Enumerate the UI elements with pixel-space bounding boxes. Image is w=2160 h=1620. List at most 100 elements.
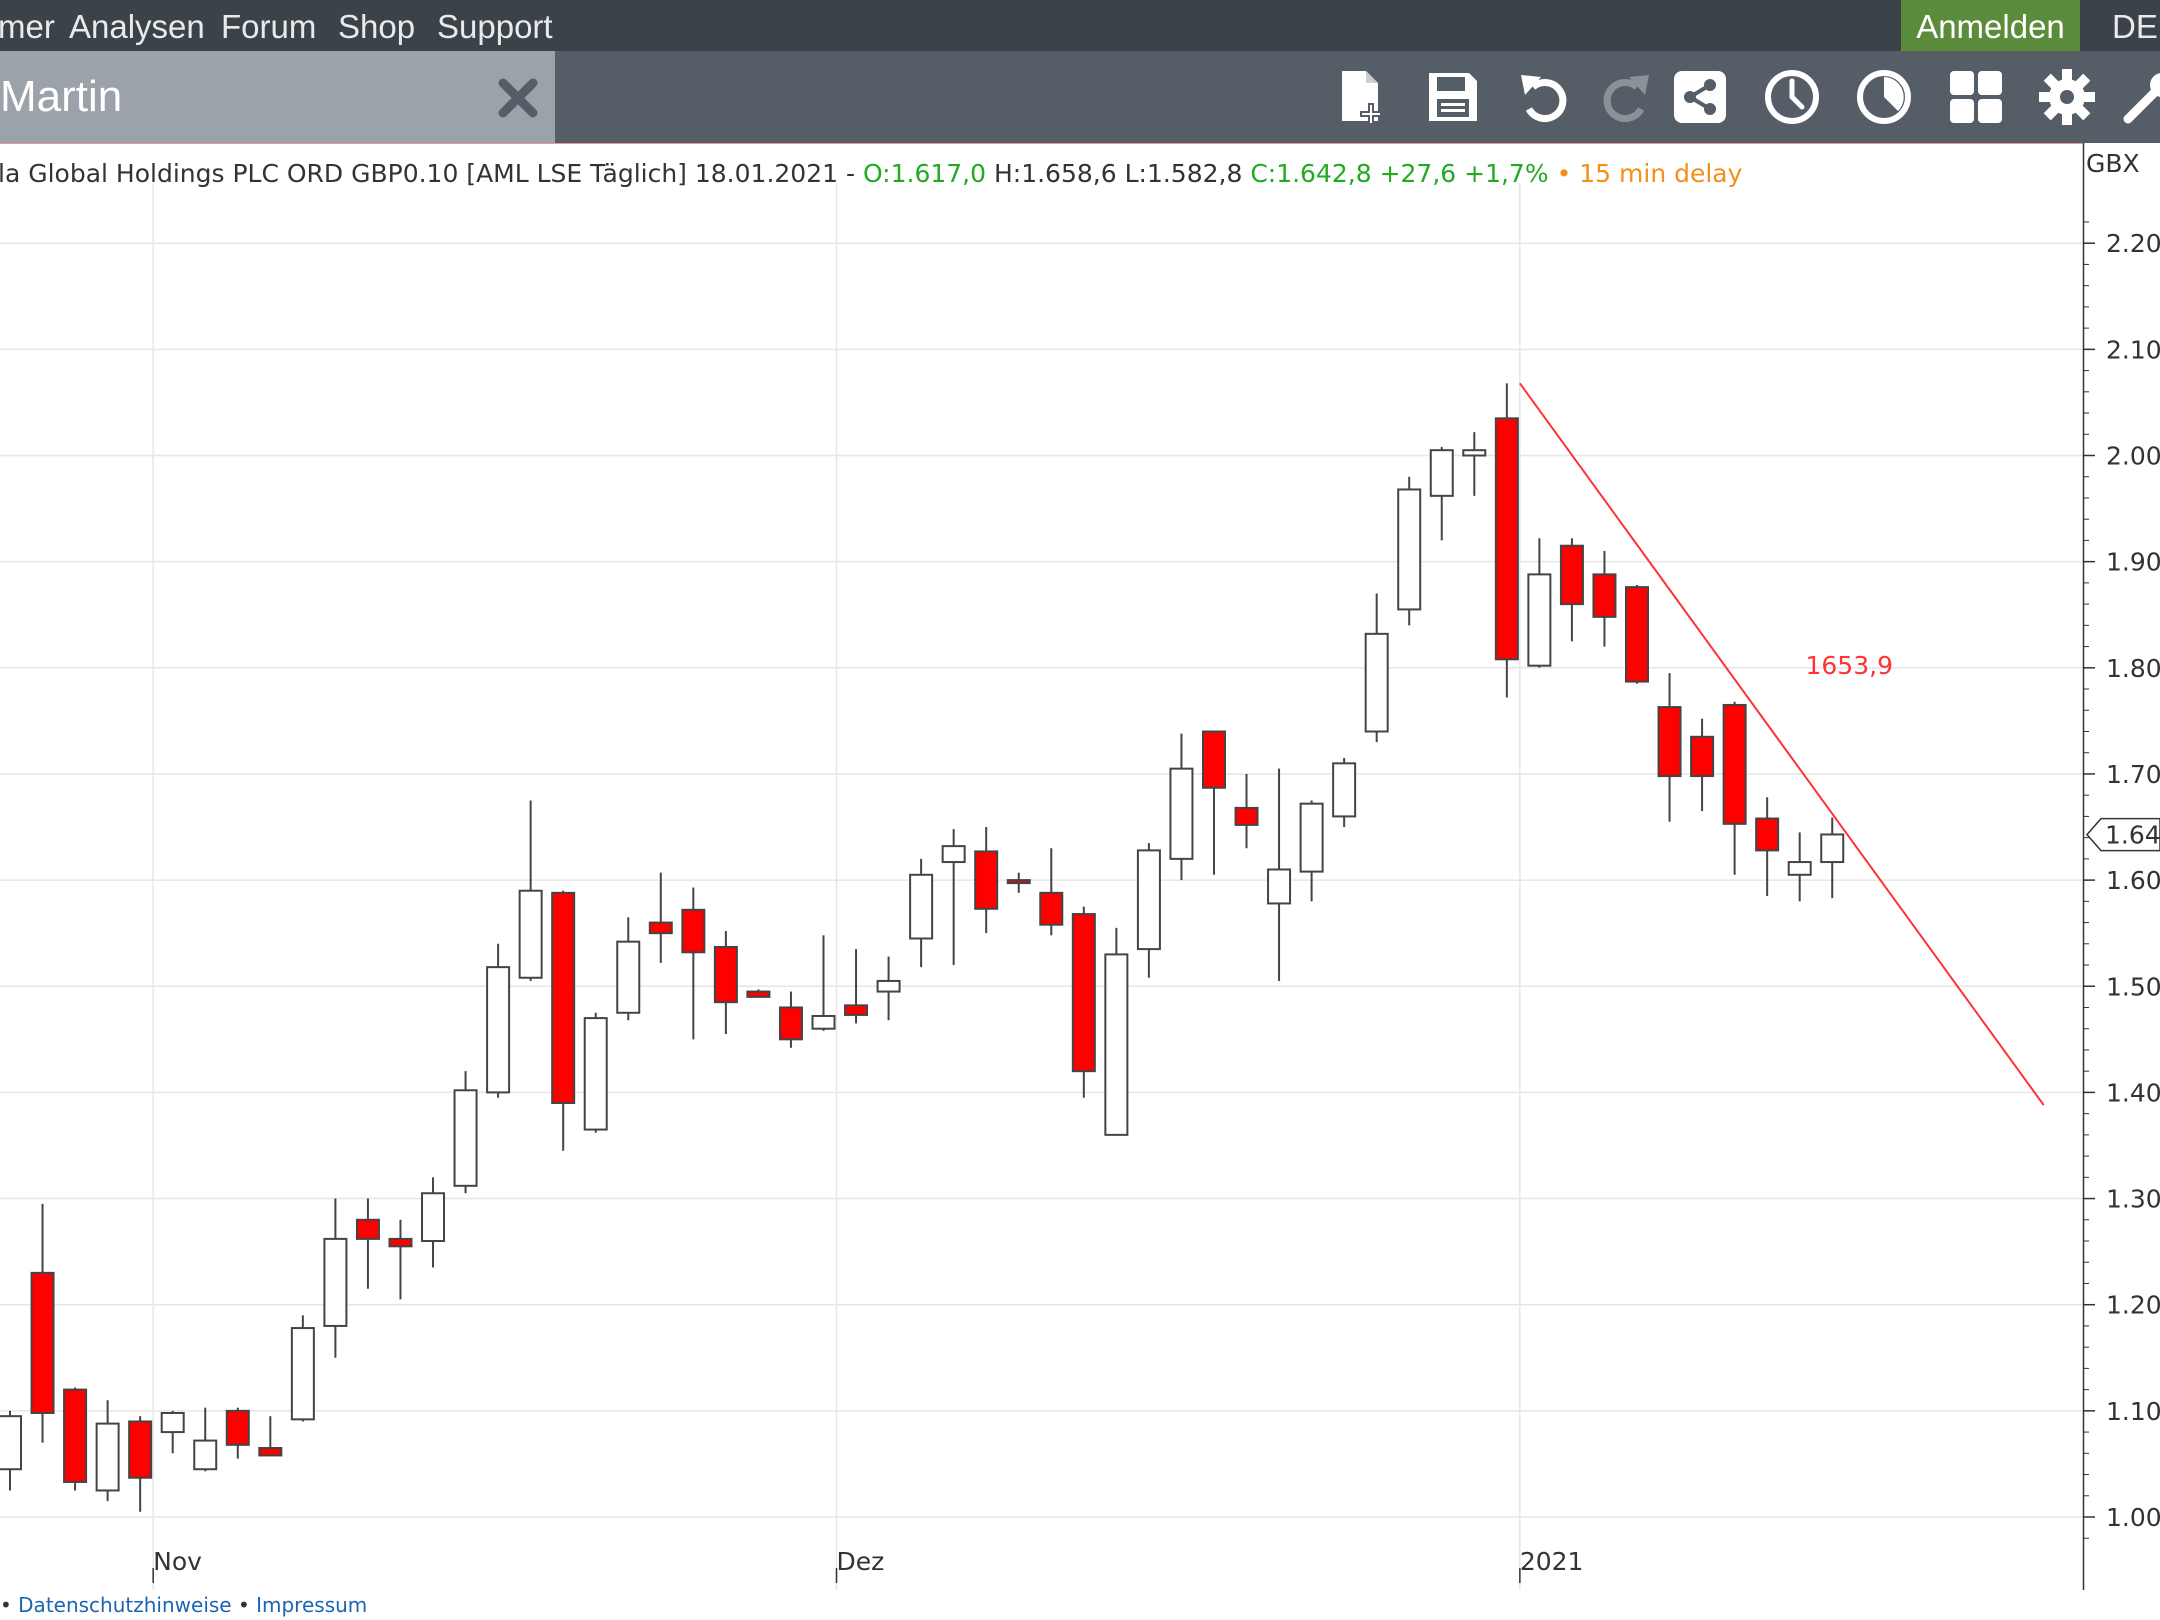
candle	[518, 800, 543, 981]
candle-body	[290, 1327, 315, 1421]
login-button[interactable]: Anmelden	[1901, 0, 2080, 51]
candle	[1006, 872, 1031, 893]
y-tick-label: 2.10	[2106, 335, 2160, 364]
nav-item-shop[interactable]: Shop	[338, 8, 416, 45]
candle-body	[778, 1006, 803, 1041]
clock-icon[interactable]	[1762, 67, 1822, 127]
candle-body	[128, 1420, 153, 1479]
candle-body	[1136, 849, 1161, 951]
candle	[778, 991, 803, 1048]
settings-gear-icon[interactable]	[2037, 67, 2097, 127]
new-file-icon[interactable]	[1332, 67, 1392, 127]
privacy-link[interactable]: Datenschutzhinweise	[18, 1593, 232, 1617]
candle	[1201, 730, 1226, 875]
y-tick-label: 1.20	[2106, 1291, 2160, 1320]
y-tick-label: 1.60	[2106, 866, 2160, 895]
candle-body	[1364, 632, 1389, 733]
candle	[681, 887, 706, 1040]
candle-body	[1429, 449, 1454, 497]
candle-body	[876, 979, 901, 993]
candle	[1592, 551, 1617, 647]
trendline[interactable]	[1519, 382, 2045, 1106]
candle	[1169, 733, 1194, 881]
candle-body	[746, 990, 771, 998]
current-price-tag	[2086, 817, 2160, 852]
candle	[583, 1012, 608, 1133]
candle	[1299, 800, 1324, 902]
legend-instrument: la Global Holdings PLC ORD GBP0.10 [AML …	[0, 159, 855, 188]
candle-body	[1787, 861, 1812, 876]
candle-body	[551, 891, 576, 1105]
candle-body	[95, 1422, 120, 1492]
chart-tab[interactable]: Martin	[0, 51, 555, 143]
candle	[128, 1416, 153, 1512]
language-selector[interactable]: DE	[2112, 8, 2158, 45]
save-icon[interactable]	[1423, 67, 1483, 127]
candle-body	[193, 1439, 218, 1471]
candle-body	[1234, 806, 1259, 826]
close-icon[interactable]	[495, 75, 541, 121]
candle-body	[1071, 913, 1096, 1073]
y-tick-label: 1.90	[2106, 548, 2160, 577]
candle	[746, 989, 771, 998]
candle-body	[583, 1017, 608, 1131]
price-chart[interactable]: 1653,9 1.001.101.201.301.401.501.601.701…	[0, 143, 2160, 1590]
candle	[974, 827, 999, 934]
candle	[193, 1407, 218, 1472]
candle-body	[941, 845, 966, 864]
candle	[1755, 797, 1780, 897]
candle	[355, 1198, 380, 1289]
nav-item-partner[interactable]: mer	[0, 8, 55, 45]
y-axis: 1.00 1.10 1.20 1.30 1.40 1.50 1.60 1.70 1.80 1.90…	[2083, 221, 2160, 1539]
y-tick-label: 1.80	[2106, 654, 2160, 683]
x-tick-label: Dez	[837, 1547, 885, 1576]
nav-item-analysen[interactable]: Analysen	[69, 8, 205, 45]
redo-icon[interactable]	[1595, 67, 1655, 127]
imprint-link[interactable]: Impressum	[256, 1593, 368, 1617]
candle	[616, 917, 641, 1021]
candle-body	[1332, 762, 1357, 818]
candle	[1690, 718, 1715, 812]
y-tick-label: 1.10	[2106, 1397, 2160, 1426]
nav-item-forum[interactable]: Forum	[221, 8, 317, 45]
candle	[1397, 476, 1422, 626]
share-icon[interactable]	[1670, 67, 1730, 127]
y-tick-label: 2.20	[2106, 229, 2160, 258]
candle-body	[811, 1014, 836, 1030]
undo-icon[interactable]	[1515, 67, 1575, 127]
candle	[323, 1198, 348, 1358]
candle-body	[713, 945, 738, 1004]
candle-body	[1397, 488, 1422, 611]
x-axis: Nov Dez 2021	[152, 1547, 1583, 1583]
candle	[1234, 773, 1259, 849]
y-tick-label: 1.30	[2106, 1185, 2160, 1214]
layout-grid-icon[interactable]	[1946, 67, 2006, 127]
candle	[909, 858, 934, 968]
candle	[1820, 817, 1845, 899]
y-tick-label: 1.50	[2106, 972, 2160, 1001]
candle-body	[1722, 703, 1747, 825]
candle	[1429, 447, 1454, 541]
plot-area	[0, 143, 2083, 1590]
tab-title: Martin	[0, 72, 123, 121]
candle-body	[323, 1237, 348, 1327]
candle	[95, 1400, 120, 1502]
candle	[1267, 768, 1292, 981]
candle	[1364, 593, 1389, 743]
candle-body	[1592, 573, 1617, 618]
pie-chart-icon[interactable]	[1854, 67, 1914, 127]
candle-body	[258, 1447, 283, 1457]
footer: • Datenschutzhinweise • Impressum	[0, 1590, 2160, 1620]
top-navigation: mer Analysen Forum Shop Support Anmelden…	[0, 0, 2160, 51]
candle-body	[1462, 449, 1487, 457]
candle	[876, 956, 901, 1021]
x-tick-label: Nov	[153, 1547, 202, 1576]
candles	[0, 383, 1845, 1512]
candle-body	[1104, 953, 1129, 1136]
candle-body	[648, 921, 673, 935]
nav-item-support[interactable]: Support	[437, 8, 553, 45]
candle-body	[1039, 891, 1064, 926]
candle	[258, 1416, 283, 1457]
legend-high: H:1.658,6	[994, 159, 1117, 188]
wrench-icon[interactable]	[2120, 67, 2160, 127]
